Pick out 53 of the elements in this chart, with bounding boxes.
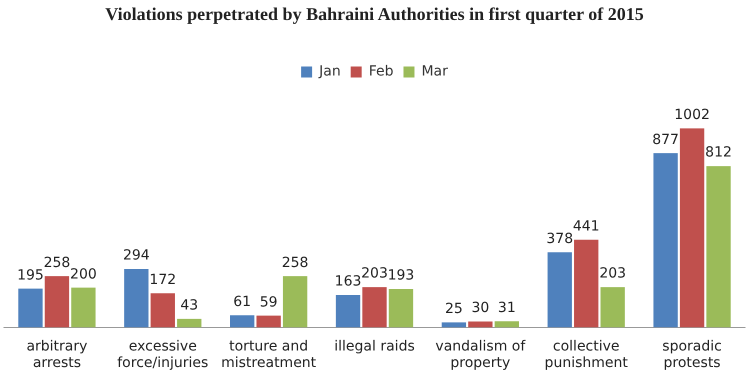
x-tick-label: illegal raids xyxy=(334,338,415,354)
bar xyxy=(44,276,70,328)
bar xyxy=(574,240,598,328)
data-label: 258 xyxy=(44,254,70,271)
bar xyxy=(282,276,308,328)
bar xyxy=(600,287,625,328)
bar xyxy=(388,289,414,328)
bar xyxy=(706,166,731,328)
bar xyxy=(177,318,202,328)
data-label: 30 xyxy=(471,300,490,316)
legend-label: Jan xyxy=(318,64,341,80)
data-label: 258 xyxy=(282,254,308,271)
data-label: 195 xyxy=(17,267,44,284)
bar xyxy=(362,287,387,328)
bar xyxy=(124,268,148,328)
data-label: 61 xyxy=(233,294,252,310)
bar xyxy=(468,321,493,328)
data-label: 203 xyxy=(361,266,388,282)
x-tick-label: excessive force/injuries xyxy=(117,338,208,372)
x-tick-label: vandalism of property xyxy=(435,338,526,372)
data-label: 203 xyxy=(599,266,626,282)
data-label: 193 xyxy=(388,268,414,284)
data-label: 378 xyxy=(546,230,574,247)
legend-label: Mar xyxy=(421,64,448,80)
x-tick-label: collective punishment xyxy=(544,338,628,372)
data-label: 59 xyxy=(260,294,278,310)
bar xyxy=(18,288,43,328)
data-label: 441 xyxy=(572,218,600,234)
bar xyxy=(71,288,96,328)
data-label: 812 xyxy=(705,144,732,161)
data-label: 172 xyxy=(149,272,176,288)
data-label: 1002 xyxy=(674,106,710,123)
chart-title: Violations perpetrated by Bahraini Authorities in first quarter of 2015 xyxy=(104,4,645,25)
bar xyxy=(256,316,281,328)
data-label: 294 xyxy=(122,248,150,264)
data-label: 200 xyxy=(70,266,97,282)
bar xyxy=(548,252,572,328)
legend-label: Feb xyxy=(368,64,394,80)
bar xyxy=(494,321,519,328)
bar xyxy=(680,128,704,328)
x-tick-label: arbitrary arrests xyxy=(26,338,88,372)
bar xyxy=(150,293,175,328)
data-label: 31 xyxy=(498,300,516,316)
bar xyxy=(230,315,254,328)
data-label: 877 xyxy=(652,132,679,148)
data-label: 25 xyxy=(444,301,463,318)
data-label: 163 xyxy=(334,274,362,290)
x-tick-label: sporadic protests xyxy=(662,338,722,372)
bar xyxy=(336,295,360,328)
x-tick-label: torture and mistreatment xyxy=(221,338,317,372)
data-label: 43 xyxy=(180,298,198,314)
bar xyxy=(653,153,678,328)
bar xyxy=(442,322,466,328)
